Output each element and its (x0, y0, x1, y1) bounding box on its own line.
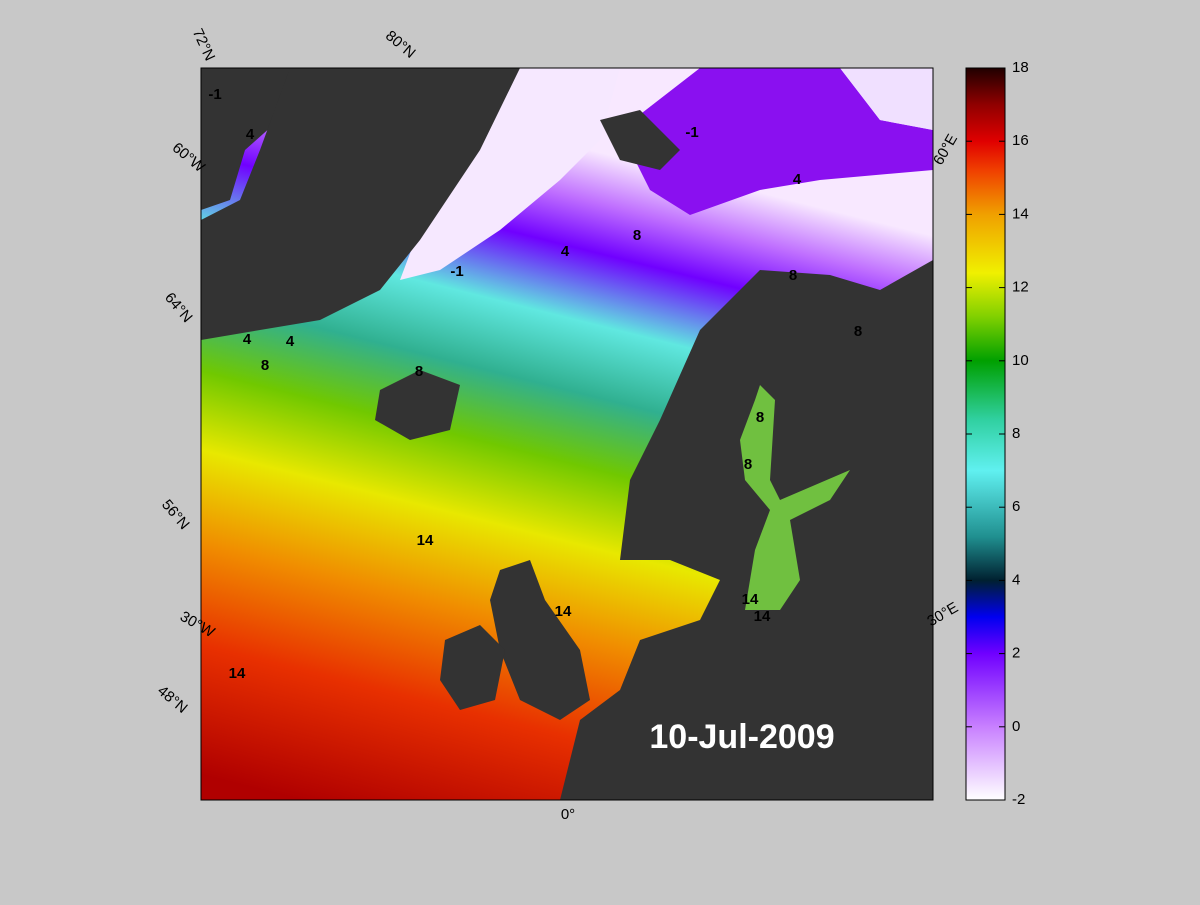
ireland (440, 625, 505, 710)
colorbar-tick-label: 2 (1012, 645, 1020, 662)
grid-label: 60°E (930, 131, 961, 168)
grid-label: 80°N (382, 27, 419, 62)
baltic (740, 385, 850, 610)
contour-label: 8 (633, 227, 641, 244)
contour-label: 8 (789, 267, 797, 284)
grid-label: 0° (561, 806, 575, 823)
scandinavia-europe (560, 260, 933, 800)
map-area (201, 68, 933, 800)
colorbar-tick-label: 18 (1012, 59, 1029, 76)
contour-label: 14 (555, 603, 572, 620)
grid-label: 48°N (154, 682, 191, 717)
colorbar-tick-label: 0 (1012, 718, 1020, 735)
contour-label: 4 (793, 171, 802, 188)
cold-sea (620, 68, 933, 215)
grid-label: 64°N (161, 289, 196, 326)
contour-label: 4 (286, 333, 295, 350)
contour-label: 14 (417, 532, 434, 549)
sea-ice (840, 68, 933, 130)
svalbard (600, 110, 680, 170)
greenland (201, 68, 520, 340)
colorbar-tick-label: 12 (1012, 279, 1029, 296)
contour-label: 8 (756, 409, 764, 426)
contour-label: 14 (742, 591, 759, 608)
great-britain (490, 560, 590, 720)
colorbar-tick-label: -2 (1012, 791, 1025, 808)
grid-label: 56°N (158, 496, 193, 533)
colorbar-tick-label: 4 (1012, 571, 1020, 588)
contour-label: 4 (246, 126, 255, 143)
colorbar-tick-label: 6 (1012, 498, 1020, 515)
contour-label: -1 (685, 124, 698, 141)
contour-label: -1 (450, 263, 463, 280)
contour-label: 14 (754, 608, 771, 625)
contour-label: 8 (415, 363, 423, 380)
iceland (375, 370, 460, 440)
colorbar-tick-label: 16 (1012, 132, 1029, 149)
contour-label: 14 (229, 665, 246, 682)
contour-label: 4 (243, 331, 252, 348)
date-label: 10-Jul-2009 (649, 718, 834, 756)
grid-label: 72°N (189, 26, 219, 64)
contour-label: -1 (208, 86, 221, 103)
colorbar-tick-label: 8 (1012, 425, 1020, 442)
contour-label: 8 (854, 323, 862, 340)
contour-label: 8 (744, 456, 752, 473)
colorbar-tick-label: 14 (1012, 205, 1029, 222)
map-frame (200, 67, 934, 801)
contour-label: 8 (261, 357, 269, 374)
colorbar-tick-label: 10 (1012, 352, 1029, 369)
contour-label: 4 (561, 243, 570, 260)
